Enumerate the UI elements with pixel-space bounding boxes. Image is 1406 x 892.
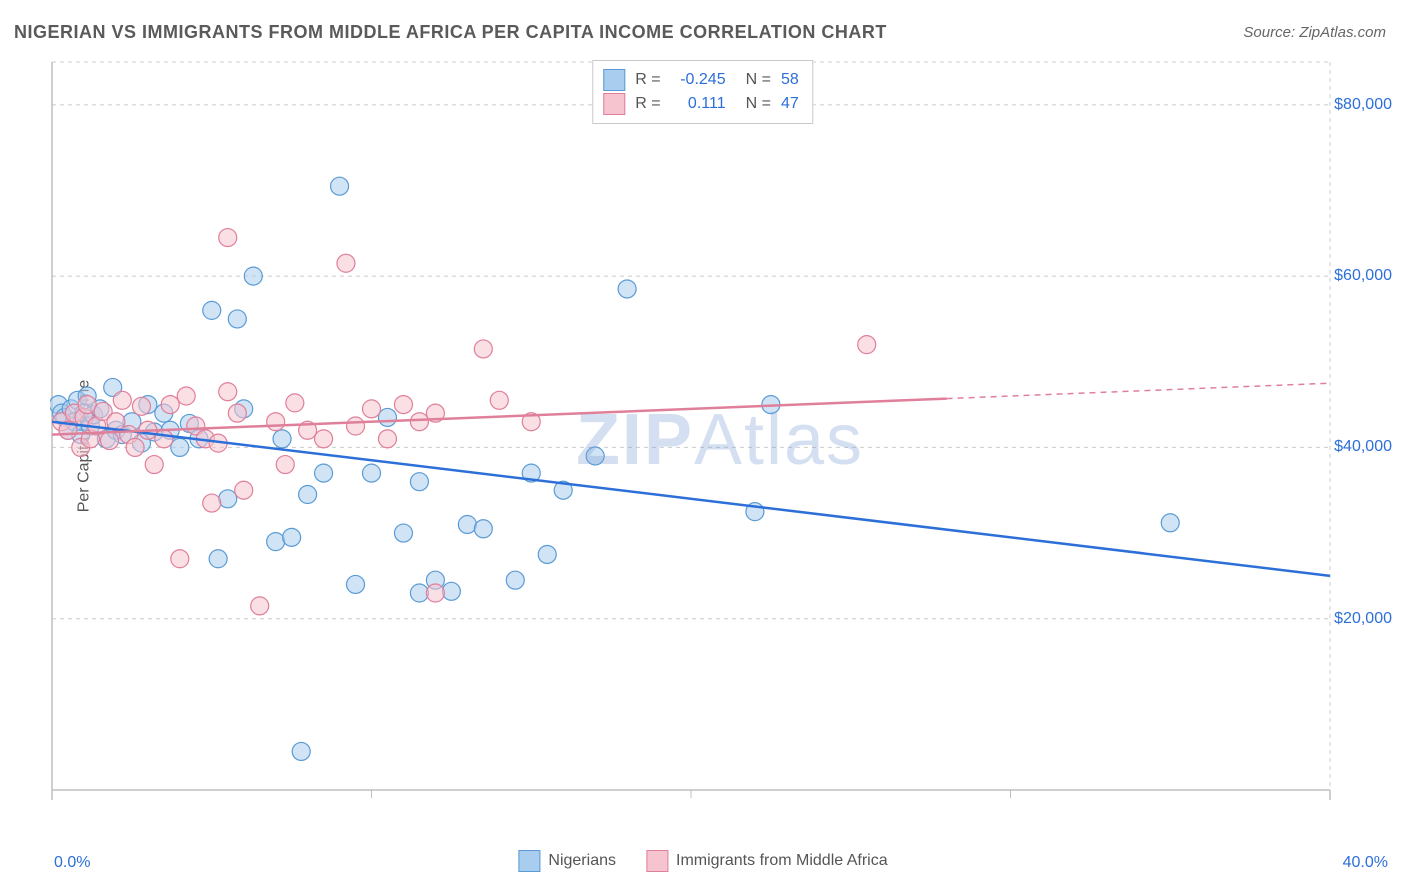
chart-title: NIGERIAN VS IMMIGRANTS FROM MIDDLE AFRIC… xyxy=(14,22,887,43)
r-value: -0.245 xyxy=(671,71,726,89)
n-value: 58 xyxy=(781,71,799,89)
scatter-chart-svg xyxy=(50,60,1390,820)
legend-label: Nigerians xyxy=(548,852,616,870)
n-value: 47 xyxy=(781,95,799,113)
n-label: N = xyxy=(746,71,771,89)
r-value: 0.111 xyxy=(671,95,726,113)
series-legend: Nigerians Immigrants from Middle Africa xyxy=(518,850,887,872)
chart-container: NIGERIAN VS IMMIGRANTS FROM MIDDLE AFRIC… xyxy=(0,0,1406,892)
y-axis-tick: $80,000 xyxy=(1334,96,1392,114)
swatch-icon xyxy=(646,850,668,872)
source-prefix: Source: xyxy=(1243,24,1299,41)
r-label: R = xyxy=(635,95,660,113)
legend-label: Immigrants from Middle Africa xyxy=(676,852,888,870)
plot-area: ZIPAtlas xyxy=(50,60,1390,820)
n-label: N = xyxy=(746,95,771,113)
swatch-icon xyxy=(603,93,625,115)
swatch-icon xyxy=(603,69,625,91)
y-axis-tick: $40,000 xyxy=(1334,438,1392,456)
source-name: ZipAtlas.com xyxy=(1299,24,1386,41)
swatch-icon xyxy=(518,850,540,872)
r-label: R = xyxy=(635,71,660,89)
y-axis-tick: $20,000 xyxy=(1334,610,1392,628)
correlation-row-1: R = 0.111 N = 47 xyxy=(603,93,798,115)
legend-item-0: Nigerians xyxy=(518,850,616,872)
y-axis-tick: $60,000 xyxy=(1334,267,1392,285)
x-axis-tick-min: 0.0% xyxy=(54,854,90,872)
legend-item-1: Immigrants from Middle Africa xyxy=(646,850,888,872)
correlation-row-0: R = -0.245 N = 58 xyxy=(603,69,798,91)
correlation-legend: R = -0.245 N = 58 R = 0.111 N = 47 xyxy=(592,60,813,124)
x-axis-tick-max: 40.0% xyxy=(1343,854,1388,872)
source-credit: Source: ZipAtlas.com xyxy=(1243,24,1386,41)
